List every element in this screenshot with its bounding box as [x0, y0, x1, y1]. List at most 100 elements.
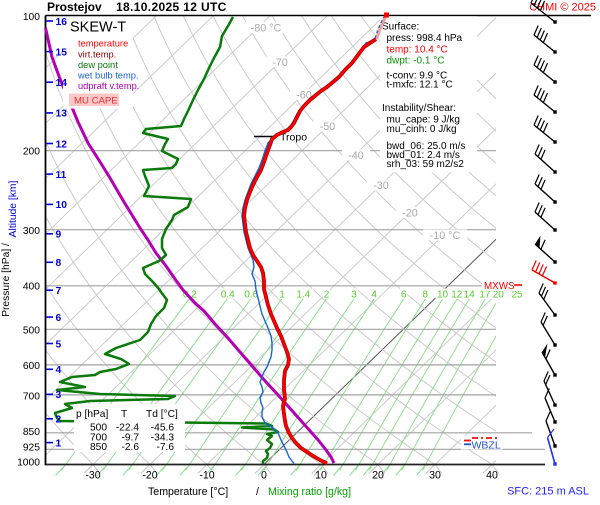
svg-text:11: 11 [56, 170, 67, 181]
svg-text:100: 100 [23, 12, 40, 23]
svg-text:1000: 1000 [17, 457, 40, 468]
svg-text:p [hPa]: p [hPa] [76, 409, 108, 420]
svg-text:CHMI © 2025: CHMI © 2025 [529, 2, 596, 14]
svg-text:6: 6 [56, 313, 62, 324]
svg-text:0.4: 0.4 [221, 290, 235, 301]
svg-text:Mixing ratio [g/kg]: Mixing ratio [g/kg] [268, 486, 351, 498]
svg-text:13: 13 [56, 109, 68, 120]
svg-text:MU CAPE: MU CAPE [74, 96, 118, 107]
svg-text:850: 850 [90, 442, 107, 453]
svg-text:20: 20 [493, 290, 505, 301]
svg-text:25: 25 [511, 290, 523, 301]
svg-text:Surface:: Surface: [382, 22, 419, 33]
svg-text:700: 700 [90, 433, 107, 444]
svg-text:mu_cape: 9 J/kg: mu_cape: 9 J/kg [387, 115, 460, 126]
svg-text:t-conv: 9.9 °C: t-conv: 9.9 °C [387, 71, 448, 82]
svg-text:t-mxfc: 12.1 °C: t-mxfc: 12.1 °C [387, 80, 453, 91]
svg-text:40: 40 [486, 470, 498, 482]
svg-text:3: 3 [351, 290, 357, 301]
svg-text:-40: -40 [348, 150, 364, 162]
svg-text:dwpt: -0.1 °C: dwpt: -0.1 °C [387, 56, 445, 67]
svg-text:T: T [121, 409, 127, 420]
svg-text:temp: 10.4 °C: temp: 10.4 °C [387, 45, 448, 56]
svg-text:4: 4 [371, 290, 377, 301]
svg-text:16: 16 [56, 17, 68, 28]
svg-text:-10 °C: -10 °C [430, 230, 461, 242]
svg-text:4: 4 [56, 365, 62, 376]
svg-text:WBZL: WBZL [472, 440, 501, 452]
svg-text:bwd_06: 25.0 m/s: bwd_06: 25.0 m/s [387, 141, 466, 152]
svg-text:-7.6: -7.6 [156, 442, 174, 453]
svg-text:8: 8 [56, 258, 62, 269]
svg-text:8: 8 [423, 290, 429, 301]
svg-text:2: 2 [56, 415, 62, 426]
svg-text:500: 500 [90, 423, 107, 434]
svg-text:-80 °C: -80 °C [251, 23, 282, 35]
svg-text:dew point: dew point [78, 60, 118, 70]
svg-text:10: 10 [315, 470, 327, 482]
svg-text:17: 17 [479, 290, 491, 301]
svg-text:12: 12 [56, 139, 68, 150]
svg-text:1: 1 [56, 438, 62, 449]
svg-text:SFC: 215 m ASL: SFC: 215 m ASL [507, 486, 589, 498]
svg-text:Prostejov: Prostejov [47, 0, 102, 14]
svg-text:1.4: 1.4 [296, 290, 310, 301]
svg-text:6: 6 [401, 290, 407, 301]
svg-text:srh_03: 59 m2/s2: srh_03: 59 m2/s2 [387, 159, 465, 170]
svg-text:-70: -70 [272, 57, 288, 69]
svg-text:30: 30 [429, 470, 441, 482]
svg-text:14: 14 [56, 78, 68, 89]
svg-text:850: 850 [23, 427, 40, 438]
svg-text:9: 9 [56, 230, 62, 241]
svg-text:udpraft v.temp.: udpraft v.temp. [78, 81, 139, 91]
svg-text:press: 998.4 hPa: press: 998.4 hPa [387, 33, 463, 44]
svg-text:-10: -10 [199, 470, 214, 482]
svg-text:12: 12 [451, 290, 463, 301]
svg-text:-2.6: -2.6 [121, 442, 139, 453]
svg-text:MXWS: MXWS [484, 281, 515, 292]
svg-text:400: 400 [23, 281, 40, 292]
svg-text:5: 5 [56, 339, 62, 350]
svg-text:0.6: 0.6 [244, 290, 258, 301]
svg-text:300: 300 [23, 226, 40, 237]
svg-text:-30: -30 [85, 470, 100, 482]
svg-text:3: 3 [56, 390, 62, 401]
svg-text:-20: -20 [142, 470, 157, 482]
svg-text:15: 15 [56, 47, 68, 58]
svg-text:Tropo: Tropo [280, 132, 307, 144]
svg-text:18.10.2025 12 UTC: 18.10.2025 12 UTC [116, 0, 227, 14]
svg-text:/: / [256, 486, 259, 498]
svg-text:500: 500 [23, 325, 40, 336]
svg-text:temperature: temperature [78, 39, 128, 49]
svg-text:-60: -60 [296, 90, 312, 102]
svg-text:10: 10 [437, 290, 449, 301]
svg-text:SKEW-T: SKEW-T [70, 20, 126, 36]
svg-text:0: 0 [261, 470, 267, 482]
svg-text:-20: -20 [402, 208, 418, 220]
svg-text:-30: -30 [373, 180, 389, 192]
svg-text:14: 14 [464, 290, 476, 301]
svg-text:-50: -50 [320, 121, 336, 133]
svg-text:Altitude [km]: Altitude [km] [8, 181, 19, 238]
svg-text:Td [°C]: Td [°C] [146, 409, 178, 420]
svg-text:mu_cinh: 0 J/kg: mu_cinh: 0 J/kg [387, 124, 457, 135]
svg-text:20: 20 [372, 470, 384, 482]
svg-text:600: 600 [23, 361, 40, 372]
svg-text:200: 200 [23, 146, 40, 157]
svg-text:Instability/Shear:: Instability/Shear: [382, 103, 456, 114]
svg-text:Pressure [hPa] /: Pressure [hPa] / [1, 243, 12, 317]
svg-text:10: 10 [56, 200, 68, 211]
svg-text:-22.4: -22.4 [116, 423, 140, 434]
svg-text:-45.6: -45.6 [151, 423, 175, 434]
svg-text:wet bulb temp.: wet bulb temp. [77, 71, 138, 81]
svg-text:1: 1 [279, 290, 285, 301]
svg-text:925: 925 [23, 442, 40, 453]
svg-text:0.2: 0.2 [183, 290, 197, 301]
svg-text:virt.temp.: virt.temp. [78, 50, 116, 60]
svg-text:Temperature [°C]: Temperature [°C] [148, 486, 228, 498]
svg-text:2: 2 [324, 290, 330, 301]
svg-text:-9.7: -9.7 [121, 433, 139, 444]
svg-text:7: 7 [56, 286, 62, 297]
svg-text:bwd_01: 2.4 m/s: bwd_01: 2.4 m/s [387, 150, 460, 161]
svg-text:700: 700 [23, 391, 40, 402]
